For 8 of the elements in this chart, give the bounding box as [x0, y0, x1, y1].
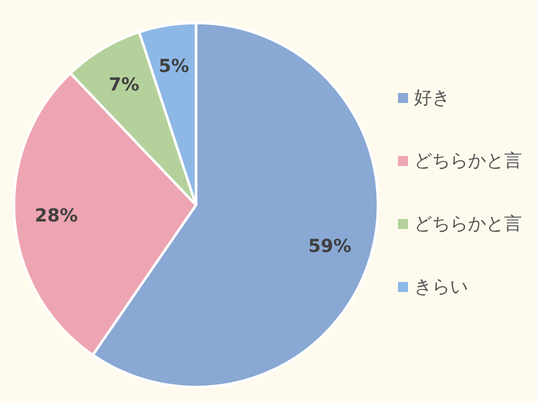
data-label: 7%	[108, 74, 140, 96]
legend-label: きらい	[414, 276, 468, 298]
legend-label: 好き	[414, 88, 450, 108]
legend-label: どちらかと言	[414, 214, 522, 234]
data-label: 59%	[308, 236, 352, 258]
data-label: 28%	[34, 206, 78, 227]
data-label: 5%	[158, 56, 190, 78]
legend-label: どちらかと言	[414, 150, 522, 172]
